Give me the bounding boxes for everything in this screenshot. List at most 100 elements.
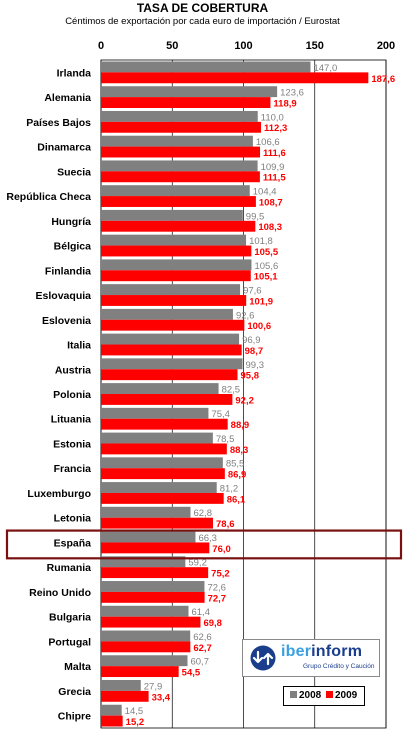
data-label-2009: 76,0: [212, 544, 231, 555]
data-label-2008: 75,4: [211, 409, 230, 420]
iberinform-logo: iberinform Grupo Crédito y Caución: [242, 639, 380, 677]
bar-2008: [101, 581, 205, 592]
legend-item-2009: 2009: [326, 690, 357, 702]
category-label: Países Bajos: [26, 117, 91, 129]
category-label: Portugal: [48, 636, 91, 648]
category-label: Eslovaquia: [36, 290, 92, 302]
bar-2009: [101, 196, 256, 207]
data-label-2009: 105,1: [254, 272, 278, 283]
data-label-2008: 72,6: [207, 582, 226, 593]
bar-2009: [101, 715, 123, 727]
bar-2009: [101, 72, 369, 84]
bar-2008: [101, 358, 243, 370]
data-label-2009: 75,2: [211, 569, 230, 580]
category-label: Malta: [64, 661, 91, 673]
category-label: Polonia: [53, 389, 91, 401]
bar-2008: [101, 308, 233, 320]
logo-name-rest: inform: [311, 643, 363, 660]
bar-2009: [101, 121, 262, 133]
data-label-2009: 187,6: [371, 74, 395, 85]
category-label: Luxemburgo: [27, 488, 91, 500]
logo-mark-icon: [250, 645, 276, 671]
data-label-2009: 108,3: [258, 222, 282, 233]
data-label-2008: 78,5: [216, 434, 235, 445]
data-label-2008: 66,3: [198, 533, 217, 544]
bar-2008: [101, 531, 196, 543]
bar-2008: [101, 457, 223, 469]
bar-2009: [101, 567, 209, 579]
data-label-2008: 62,6: [193, 632, 212, 643]
bar-2008: [101, 432, 213, 444]
category-label: Francia: [54, 463, 92, 475]
data-label-2008: 99,5: [246, 211, 265, 222]
data-label-2008: 61,4: [191, 607, 210, 618]
data-label-2009: 86,1: [227, 494, 246, 505]
data-label-2009: 15,2: [126, 717, 145, 728]
legend: 2008 2009: [283, 686, 365, 706]
category-label: República Checa: [6, 191, 91, 203]
bar-2008: [101, 680, 141, 691]
data-label-2009: 54,5: [182, 668, 201, 679]
bar-2008: [101, 160, 258, 172]
bar-2008: [101, 234, 247, 246]
legend-label-2009: 2009: [335, 690, 358, 701]
bar-2009: [101, 492, 224, 504]
bar-2008: [101, 383, 219, 394]
bar-2009: [101, 295, 247, 306]
bar-2008: [101, 110, 258, 122]
bar-2008: [101, 482, 217, 493]
x-tick-label: 200: [377, 40, 395, 52]
data-label-2008: 123,6: [280, 88, 304, 99]
data-label-2008: 59,2: [188, 558, 207, 569]
data-label-2009: 78,6: [216, 519, 235, 530]
category-label: Bélgica: [54, 241, 92, 253]
bar-2009: [101, 146, 261, 158]
category-label: Dinamarca: [37, 142, 91, 154]
data-label-2008: 81,2: [220, 483, 239, 494]
bar-2008: [101, 704, 122, 716]
bar-2008: [101, 209, 243, 221]
x-tick-label: 150: [306, 40, 324, 52]
logo-name: iberinform: [281, 643, 362, 661]
category-label: Finlandia: [45, 265, 91, 277]
bar-2009: [101, 443, 227, 455]
data-label-2009: 111,5: [263, 173, 286, 184]
data-label-2008: 109,9: [261, 162, 285, 173]
data-label-2009: 33,4: [152, 692, 171, 703]
bar-2009: [101, 97, 271, 108]
legend-item-2008: 2008: [290, 690, 321, 702]
bar-2009: [101, 641, 191, 653]
data-label-2008: 85,5: [226, 459, 245, 470]
data-label-2008: 92,6: [236, 310, 255, 321]
data-label-2009: 72,7: [208, 593, 227, 604]
data-label-2008: 110,0: [261, 112, 284, 123]
data-label-2009: 88,9: [231, 420, 250, 431]
bar-2008: [101, 556, 186, 568]
bar-2009: [101, 394, 233, 405]
bar-2009: [101, 270, 251, 282]
bar-2009: [101, 616, 201, 628]
bar-2008: [101, 185, 250, 197]
data-label-2009: 92,2: [235, 395, 254, 406]
bar-2009: [101, 245, 252, 257]
data-label-2009: 98,7: [245, 346, 264, 357]
logo-tagline: Grupo Crédito y Caución: [303, 663, 375, 670]
category-label: Eslovenia: [42, 315, 91, 327]
bar-2009: [101, 319, 245, 331]
category-label: Bulgaria: [49, 612, 91, 624]
chart-subtitle: Céntimos de exportación por cada euro de…: [65, 16, 340, 27]
data-label-2008: 97,6: [243, 286, 262, 297]
data-label-2009: 86,9: [228, 470, 247, 481]
bar-2008: [101, 333, 240, 345]
category-label: Suecia: [57, 166, 91, 178]
bar-2008: [101, 135, 253, 147]
bar-2009: [101, 517, 214, 529]
category-label: Lituania: [51, 414, 91, 426]
chart-title: TASA DE COBERTURA: [136, 1, 269, 15]
bar-2008: [101, 86, 278, 98]
data-label-2008: 27,9: [144, 681, 163, 692]
category-label: España: [54, 537, 92, 549]
legend-label-2008: 2008: [299, 690, 322, 701]
data-label-2008: 101,8: [249, 236, 273, 247]
